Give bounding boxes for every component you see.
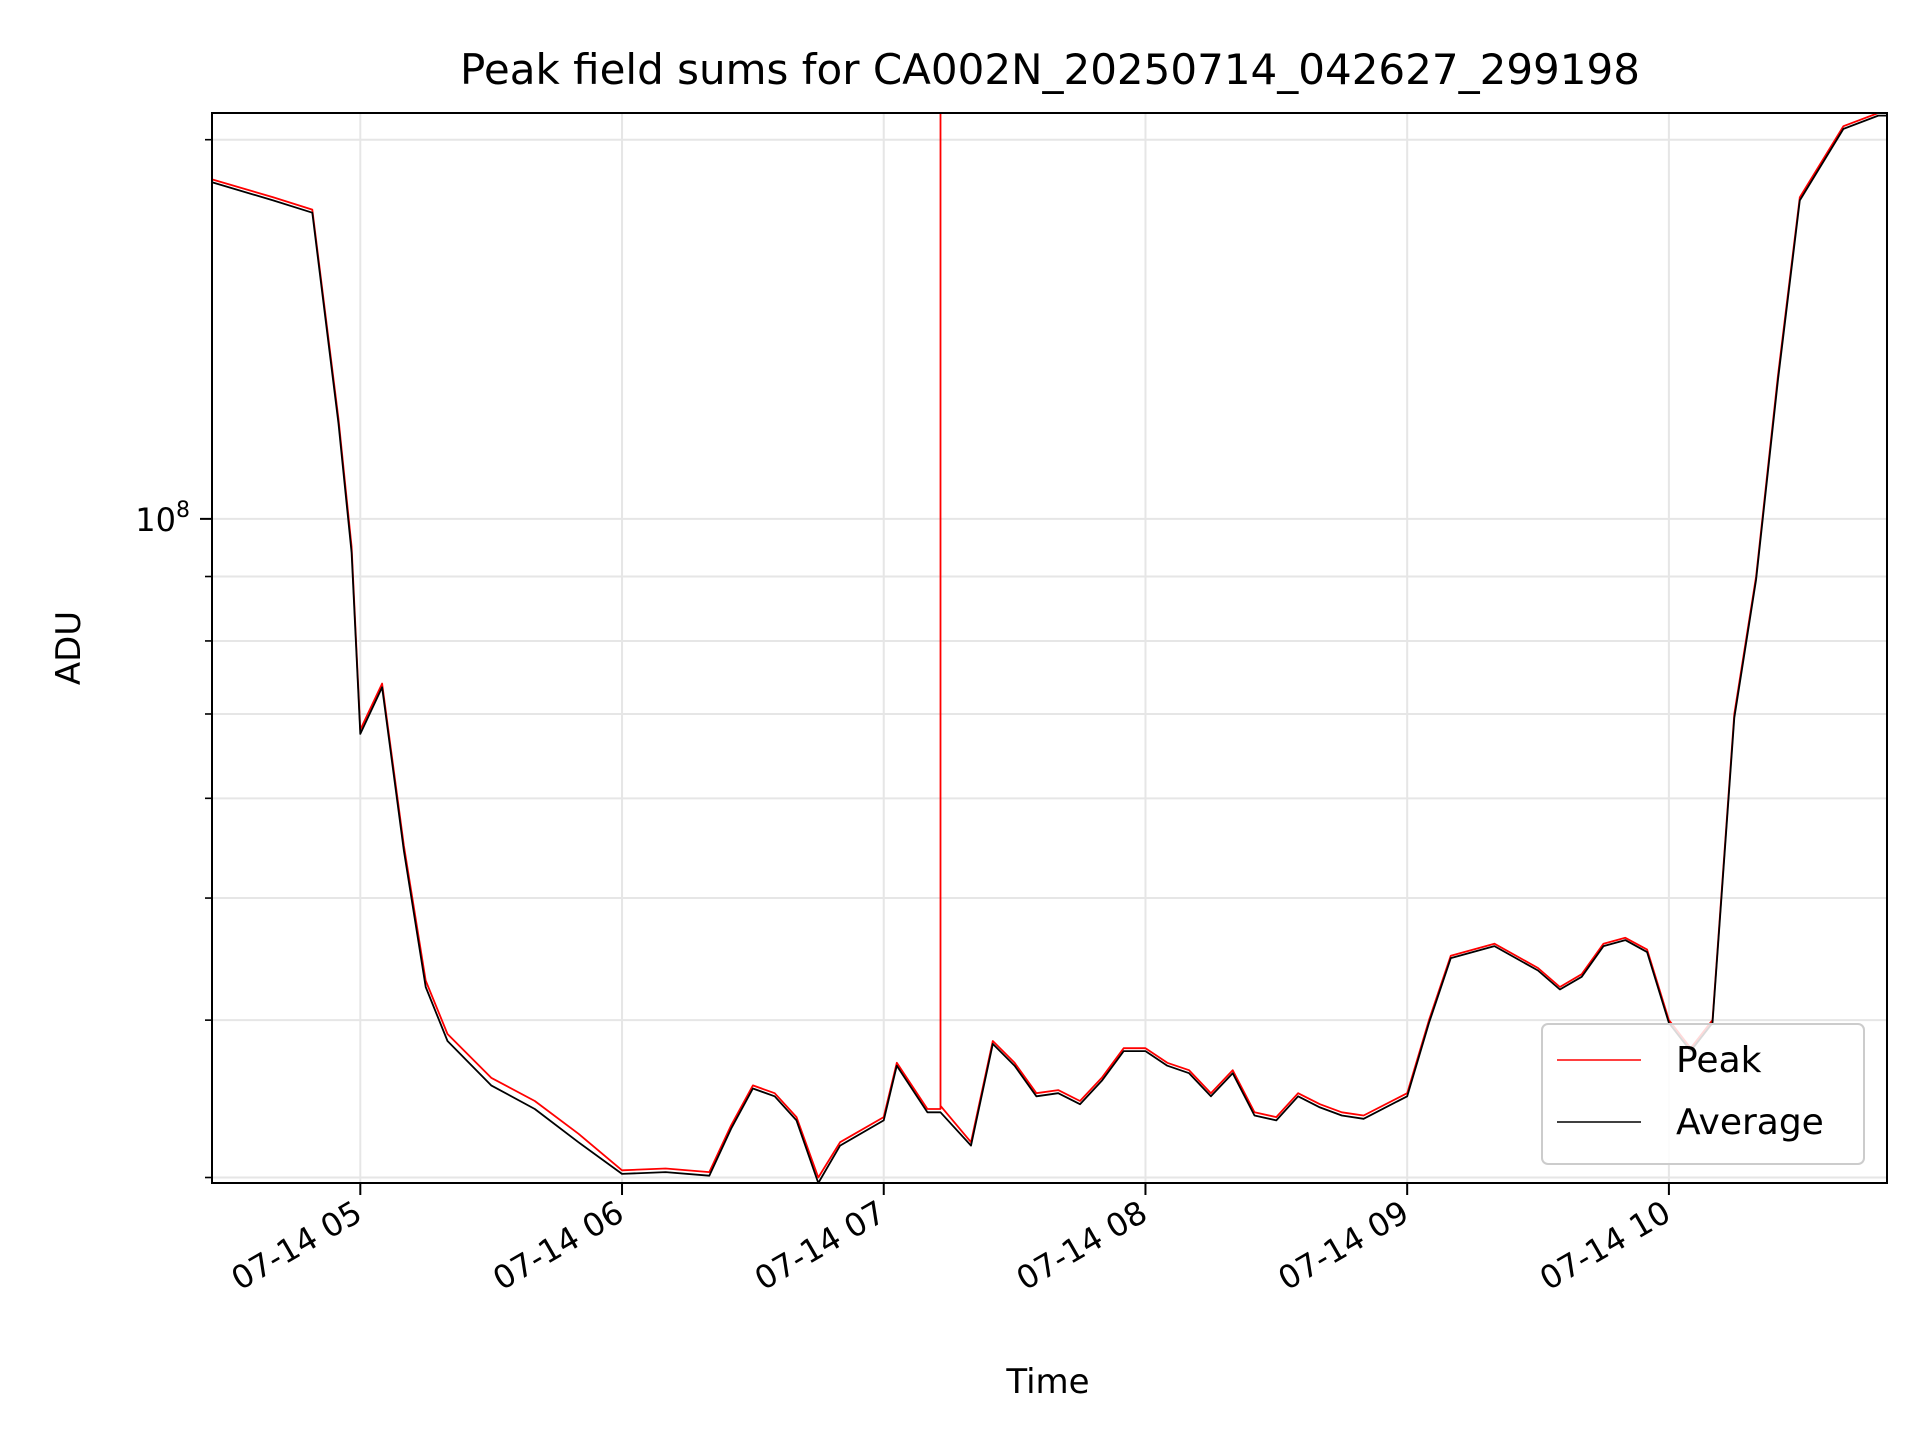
legend-box — [1541, 1023, 1865, 1165]
legend: Peak Average — [1541, 1023, 1865, 1165]
series-line-average — [211, 114, 1887, 1184]
series-line-peak — [211, 112, 1887, 1179]
legend-label-average: Average — [1676, 1102, 1824, 1143]
legend-label-peak: Peak — [1676, 1040, 1762, 1081]
chart-title: Peak field sums for CA002N_20250714_0426… — [460, 45, 1640, 94]
series-layer — [211, 112, 1887, 1184]
y-axis-ticks: 108 — [135, 138, 212, 1179]
y-axis-label: ADU — [49, 611, 89, 685]
y-tick-label: 108 — [135, 498, 190, 539]
grid — [212, 113, 1887, 1183]
x-axis-label: Time — [1005, 1362, 1089, 1402]
plot-frame — [211, 112, 1888, 1184]
